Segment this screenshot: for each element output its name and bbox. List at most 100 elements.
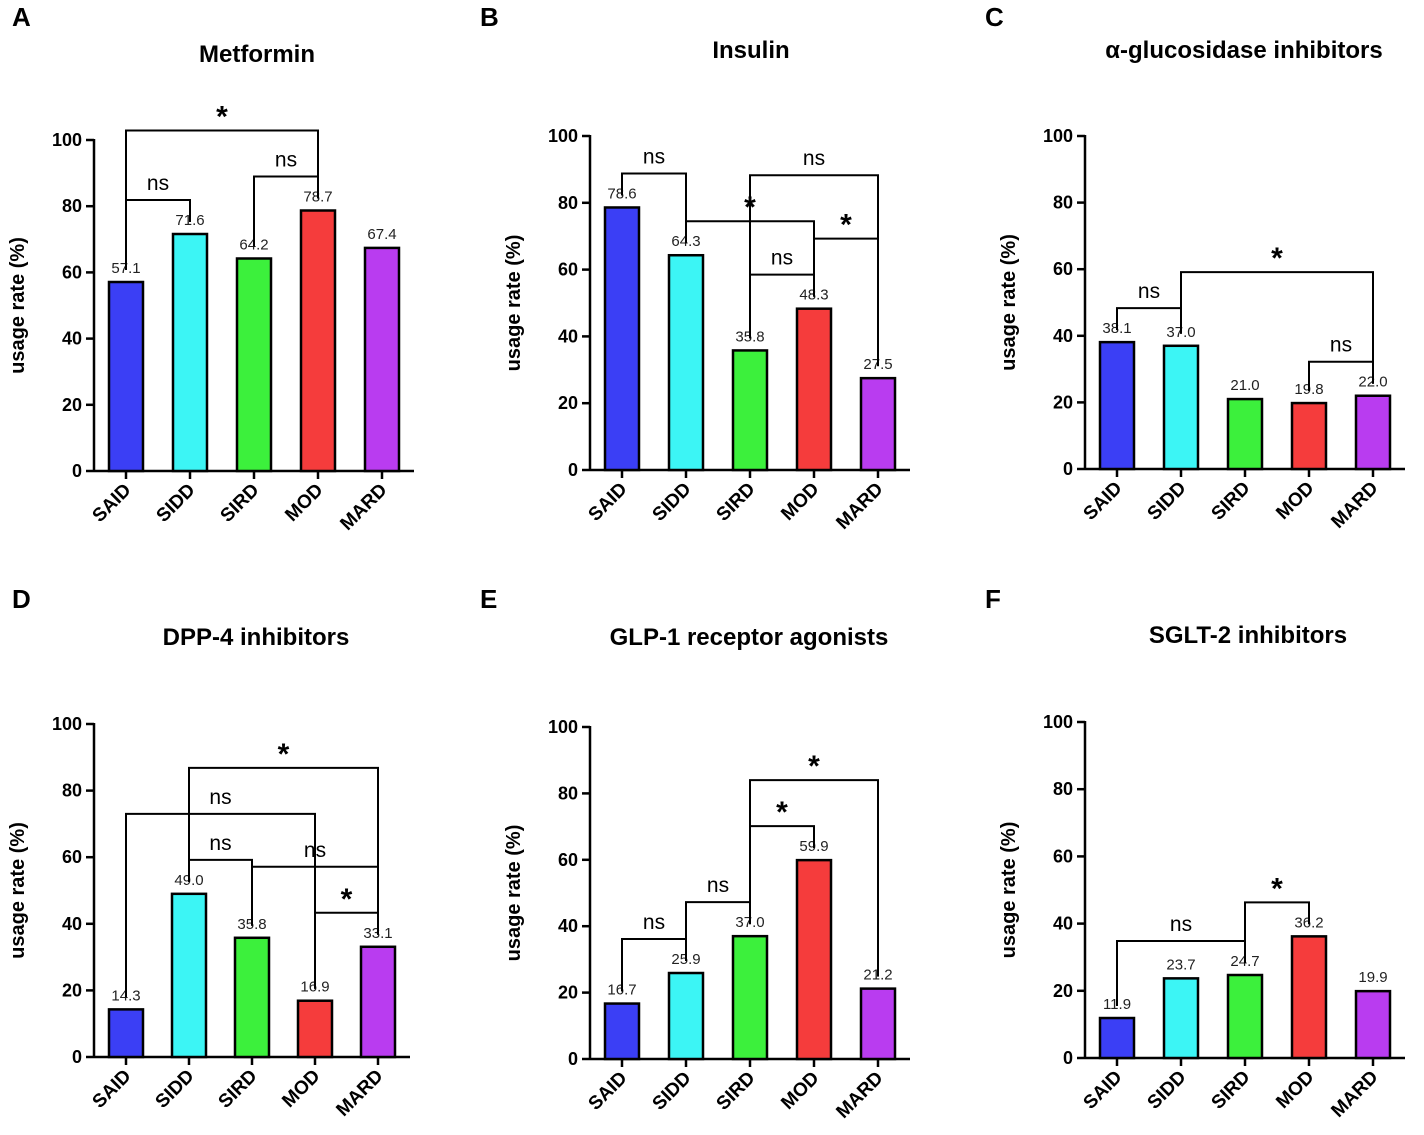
x-tick-label: SAID <box>585 479 632 526</box>
x-tick-label: SAID <box>585 1068 632 1115</box>
y-tick-label: 60 <box>1053 259 1073 279</box>
y-tick-label: 40 <box>558 326 578 346</box>
y-tick-label: 60 <box>62 847 82 867</box>
bar-mard <box>859 376 897 472</box>
significance-bracket <box>188 766 379 935</box>
x-tick-label: SAID <box>1080 1067 1127 1114</box>
bar-said <box>1098 340 1136 471</box>
y-tick-label: 0 <box>568 460 578 480</box>
y-tick-label: 40 <box>1053 326 1073 346</box>
bar-mod <box>296 999 334 1059</box>
y-tick-label: 0 <box>1063 1048 1073 1068</box>
x-tick-label: SAID <box>1080 478 1127 525</box>
x-tick-label: MOD <box>777 1068 823 1114</box>
bar-said <box>107 1008 145 1059</box>
bar-said <box>603 1002 641 1061</box>
bar-mard <box>359 945 397 1059</box>
significance-bracket <box>621 172 687 244</box>
significance-bracket <box>1116 940 1246 1007</box>
y-tick-label: 100 <box>548 126 578 146</box>
significance-ns: ns <box>275 149 297 172</box>
x-tick-label: MOD <box>281 480 327 526</box>
x-tick-label: MOD <box>777 479 823 525</box>
bar-sidd <box>1162 344 1200 471</box>
significance-star: * <box>1271 872 1283 905</box>
y-tick-label: 60 <box>1053 846 1073 866</box>
panel-letter: F <box>985 584 1001 614</box>
y-tick-label: 20 <box>62 980 82 1000</box>
value-label: 67.4 <box>367 226 396 243</box>
y-tick-label: 80 <box>558 783 578 803</box>
x-tick-label: MARD <box>336 480 391 535</box>
x-tick-label: SIRD <box>217 480 264 527</box>
y-tick-label: 80 <box>62 781 82 801</box>
significance-ns: ns <box>771 247 793 270</box>
bar-mod <box>1290 401 1328 471</box>
panel-letter: B <box>480 2 499 32</box>
y-tick-label: 20 <box>558 393 578 413</box>
y-axis-label: usage rate (%) <box>7 237 29 374</box>
chart-panel-f: F SGLT-2 inhibitors usage rate (%) 0 20 40 60 8… <box>985 584 1405 1122</box>
significance-star: * <box>1271 242 1283 275</box>
y-tick-label: 20 <box>1053 981 1073 1001</box>
bar-mard <box>363 246 401 473</box>
y-tick-label: 60 <box>558 850 578 870</box>
significance-bracket <box>749 779 879 977</box>
panel-letter: A <box>12 2 31 32</box>
y-tick-label: 20 <box>1053 392 1073 412</box>
y-tick-label: 100 <box>52 714 82 734</box>
x-tick-label: SIRD <box>713 1068 760 1115</box>
y-tick-label: 0 <box>72 1047 82 1067</box>
bar-said <box>603 206 641 472</box>
value-label: 21.0 <box>1230 377 1259 394</box>
x-tick-label: SIDD <box>1144 1067 1191 1114</box>
bar-sird <box>731 934 769 1061</box>
bar-sidd <box>171 232 209 473</box>
chart-panel-d: D DPP-4 inhibitors usage rate (%) 0 20 40 60 80… <box>7 584 410 1121</box>
chart-panel-c: Cα-glucosidase inhibitors usage rate (%) 0… <box>985 2 1405 533</box>
bar-sird <box>731 349 769 472</box>
y-tick-label: 0 <box>72 461 82 481</box>
y-tick-label: 80 <box>1053 193 1073 213</box>
y-axis-label: usage rate (%) <box>7 822 29 959</box>
x-tick-label: SIDD <box>649 479 696 526</box>
x-tick-label: SIDD <box>152 1066 199 1113</box>
chart-title: GLP-1 receptor agonists <box>610 624 889 651</box>
significance-ns: ns <box>1330 334 1352 357</box>
x-tick-label: MARD <box>1327 478 1382 533</box>
x-tick-label: SIRD <box>713 479 760 526</box>
bar-sird <box>1226 973 1264 1060</box>
value-label: 19.9 <box>1358 969 1387 986</box>
y-tick-label: 40 <box>558 916 578 936</box>
bar-sidd <box>1162 977 1200 1060</box>
y-axis-label: usage rate (%) <box>503 235 525 372</box>
y-axis-label: usage rate (%) <box>998 234 1020 371</box>
x-tick-label: SIRD <box>1208 1067 1255 1114</box>
significance-ns: ns <box>1138 280 1160 303</box>
y-tick-label: 100 <box>1043 126 1073 146</box>
chart-panel-e: E GLP-1 receptor agonists usage rate (%) 0 2… <box>480 584 910 1123</box>
x-tick-label: MARD <box>832 1068 887 1123</box>
bar-sidd <box>667 971 705 1061</box>
x-tick-label: MARD <box>332 1066 387 1121</box>
bar-sidd <box>667 253 705 472</box>
y-tick-label: 40 <box>1053 914 1073 934</box>
bar-sidd <box>170 892 208 1059</box>
value-label: 23.7 <box>1166 956 1195 973</box>
significance-star: * <box>776 796 788 829</box>
y-tick-label: 60 <box>62 262 82 282</box>
bar-mod <box>795 307 833 472</box>
y-tick-label: 100 <box>1043 712 1073 732</box>
panel-letter: D <box>12 584 31 614</box>
bar-mod <box>795 858 833 1061</box>
y-tick-label: 80 <box>1053 779 1073 799</box>
significance-ns: ns <box>643 911 665 934</box>
significance-bracket <box>749 174 879 367</box>
bar-mard <box>1354 989 1392 1060</box>
x-tick-label: SIRD <box>215 1066 262 1113</box>
y-tick-label: 20 <box>62 395 82 415</box>
y-tick-label: 60 <box>558 260 578 280</box>
significance-bracket <box>1244 901 1310 964</box>
